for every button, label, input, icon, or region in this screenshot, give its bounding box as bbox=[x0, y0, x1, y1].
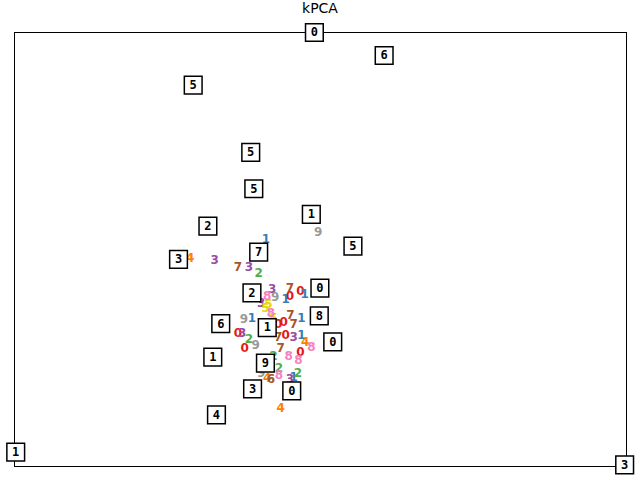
svg-text:8: 8 bbox=[307, 340, 315, 354]
svg-text:9: 9 bbox=[262, 356, 269, 370]
svg-text:8: 8 bbox=[263, 288, 272, 303]
svg-text:3: 3 bbox=[238, 326, 246, 340]
svg-text:7: 7 bbox=[234, 260, 242, 274]
svg-text:3: 3 bbox=[245, 260, 253, 274]
svg-text:5: 5 bbox=[349, 239, 356, 253]
svg-text:4: 4 bbox=[277, 401, 285, 415]
svg-text:8: 8 bbox=[275, 368, 283, 382]
svg-text:0: 0 bbox=[311, 25, 318, 39]
svg-text:2: 2 bbox=[248, 286, 255, 300]
svg-text:1: 1 bbox=[297, 311, 305, 325]
svg-text:7: 7 bbox=[289, 317, 297, 331]
svg-text:1: 1 bbox=[308, 207, 315, 221]
svg-text:9: 9 bbox=[240, 312, 248, 326]
svg-text:1: 1 bbox=[248, 311, 256, 325]
svg-text:7: 7 bbox=[286, 281, 294, 295]
svg-text:3: 3 bbox=[285, 372, 295, 387]
svg-text:9: 9 bbox=[314, 225, 322, 239]
svg-text:7: 7 bbox=[286, 307, 295, 322]
svg-text:7: 7 bbox=[276, 341, 285, 356]
svg-text:6: 6 bbox=[217, 317, 224, 331]
svg-text:3: 3 bbox=[621, 458, 628, 472]
svg-text:3: 3 bbox=[249, 382, 256, 396]
svg-text:1: 1 bbox=[12, 445, 19, 459]
svg-text:9: 9 bbox=[257, 366, 266, 381]
svg-text:0: 0 bbox=[288, 384, 295, 398]
svg-text:2: 2 bbox=[255, 266, 263, 280]
svg-text:8: 8 bbox=[294, 353, 302, 367]
svg-text:0: 0 bbox=[329, 335, 336, 349]
svg-text:8: 8 bbox=[316, 309, 323, 323]
svg-text:5: 5 bbox=[190, 78, 197, 92]
svg-text:1: 1 bbox=[300, 287, 308, 301]
svg-text:7: 7 bbox=[255, 245, 262, 259]
svg-text:9: 9 bbox=[271, 290, 279, 304]
svg-text:4: 4 bbox=[301, 334, 310, 349]
svg-text:3: 3 bbox=[175, 252, 182, 266]
svg-text:1: 1 bbox=[261, 232, 271, 247]
svg-text:0: 0 bbox=[281, 328, 290, 343]
svg-text:0: 0 bbox=[240, 341, 249, 356]
svg-text:6: 6 bbox=[381, 48, 388, 62]
svg-text:2: 2 bbox=[204, 219, 211, 233]
svg-text:6: 6 bbox=[266, 372, 276, 387]
svg-text:1: 1 bbox=[209, 350, 216, 364]
svg-text:2: 2 bbox=[294, 366, 302, 380]
svg-text:0: 0 bbox=[274, 316, 283, 331]
svg-text:8: 8 bbox=[266, 306, 276, 321]
svg-text:8: 8 bbox=[284, 349, 292, 363]
svg-text:3: 3 bbox=[210, 253, 218, 267]
svg-text:4: 4 bbox=[213, 408, 220, 422]
svg-text:0: 0 bbox=[316, 281, 323, 295]
html-text:kPCA: kPCA bbox=[302, 0, 338, 16]
svg-text:3: 3 bbox=[289, 330, 297, 344]
svg-text:5: 5 bbox=[247, 145, 254, 159]
svg-text:4: 4 bbox=[186, 250, 195, 265]
svg-text:9: 9 bbox=[251, 338, 259, 352]
svg-text:1: 1 bbox=[264, 320, 271, 334]
svg-text:1: 1 bbox=[281, 291, 290, 306]
svg-text:5: 5 bbox=[250, 182, 257, 196]
